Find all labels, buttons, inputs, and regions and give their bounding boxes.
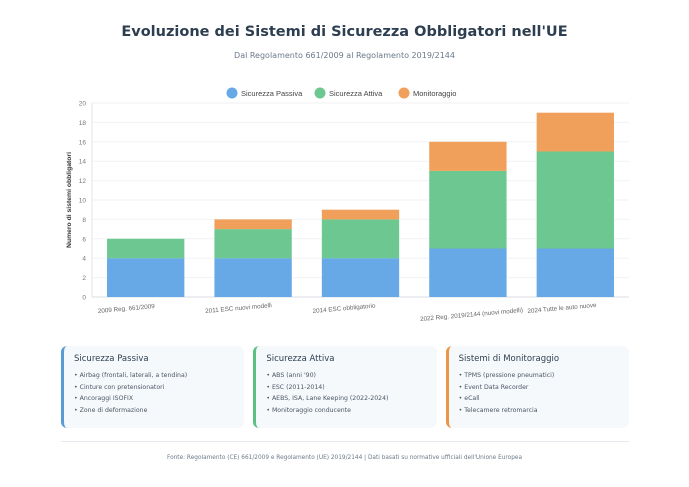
- y-axis-label: Numero di sistemi obbligatori: [66, 152, 73, 248]
- list-item: ESC (2011-2014): [266, 382, 426, 394]
- list-item: Zone di deformazione: [74, 405, 234, 417]
- bar-segment: [536, 112, 614, 152]
- info-cards: Sicurezza Passiva Airbag (frontali, late…: [61, 346, 629, 428]
- bar-segment: [107, 258, 185, 297]
- chart-subtitle: Dal Regolamento 661/2009 al Regolamento …: [234, 51, 455, 60]
- x-tick-label: 2009 Reg. 661/2009: [98, 303, 156, 315]
- card-list: Airbag (frontali, laterali, a tendina) C…: [74, 370, 234, 416]
- bar-segment: [429, 141, 507, 171]
- divider: [61, 441, 629, 442]
- y-tick-label: 20: [79, 101, 87, 108]
- list-item: Airbag (frontali, laterali, a tendina): [74, 370, 234, 382]
- x-tick-label: 2024 Tutte le auto nuove: [527, 302, 597, 315]
- x-tick-label: 2022 Reg. 2019/2144 (nuovi modelli): [420, 307, 523, 323]
- source-footer: Fonte: Regolamento (CE) 661/2009 e Regol…: [166, 455, 523, 461]
- list-item: Ancoraggi ISOFIX: [74, 393, 234, 405]
- bar-segment: [321, 219, 400, 259]
- legend-swatch: [226, 87, 238, 99]
- x-tick-label: 2014 ESC obbligatorio: [312, 302, 376, 315]
- y-tick-label: 18: [79, 120, 87, 127]
- bar-segment: [321, 258, 400, 297]
- list-item: Telecamere retromarcia: [459, 405, 619, 417]
- y-tick-label: 10: [79, 198, 87, 205]
- card-list: TPMS (pressione pneumatici) Event Data R…: [459, 370, 619, 416]
- bar-segment: [214, 258, 292, 297]
- y-tick-label: 8: [82, 217, 86, 224]
- list-item: eCall: [459, 393, 619, 405]
- y-tick-label: 16: [79, 139, 87, 146]
- card-passive-safety: Sicurezza Passiva Airbag (frontali, late…: [61, 346, 245, 428]
- card-list: ABS (anni '90) ESC (2011-2014) AEBS, ISA…: [266, 370, 426, 416]
- card-title: Sicurezza Passiva: [74, 354, 149, 364]
- legend-label: Monitoraggio: [413, 89, 456, 98]
- bar-segment: [321, 209, 400, 220]
- card-active-safety: Sicurezza Attiva ABS (anni '90) ESC (201…: [253, 346, 437, 428]
- list-item: Event Data Recorder: [459, 382, 619, 394]
- y-tick-label: 4: [82, 256, 86, 263]
- bar-segment: [107, 238, 185, 259]
- bar-segment: [536, 151, 614, 249]
- list-item: Cinture con pretensionatori: [74, 382, 234, 394]
- y-tick-label: 0: [82, 295, 86, 302]
- stacked-bar-chart: Sicurezza Passiva Sicurezza Attiva Monitor…: [66, 87, 629, 323]
- legend-label: Sicurezza Passiva: [241, 89, 303, 98]
- legend-label: Sicurezza Attiva: [329, 89, 383, 98]
- y-tick-label: 6: [82, 236, 86, 243]
- card-title: Sicurezza Attiva: [266, 354, 335, 364]
- legend-swatch: [314, 87, 326, 99]
- card-monitoring-systems: Sistemi di Monitoraggio TPMS (pressione …: [445, 346, 629, 428]
- bar-segment: [429, 170, 507, 249]
- legend-swatch: [398, 87, 410, 99]
- x-tick-label: 2011 ESC nuovi modelli: [205, 302, 272, 315]
- list-item: ABS (anni '90): [266, 370, 426, 382]
- list-item: AEBS, ISA, Lane Keeping (2022-2024): [266, 393, 426, 405]
- bar-segment: [214, 219, 292, 230]
- bar-segment: [536, 248, 614, 297]
- bar-segment: [214, 229, 292, 259]
- y-tick-label: 2: [82, 275, 86, 282]
- bar-segment: [429, 248, 507, 297]
- list-item: Monitoraggio conducente: [266, 405, 426, 417]
- chart-title: Evoluzione dei Sistemi di Sicurezza Obbl…: [121, 24, 568, 40]
- y-tick-label: 14: [79, 159, 87, 166]
- list-item: TPMS (pressione pneumatici): [459, 370, 619, 382]
- card-title: Sistemi di Monitoraggio: [458, 354, 560, 364]
- y-tick-label: 12: [79, 178, 87, 185]
